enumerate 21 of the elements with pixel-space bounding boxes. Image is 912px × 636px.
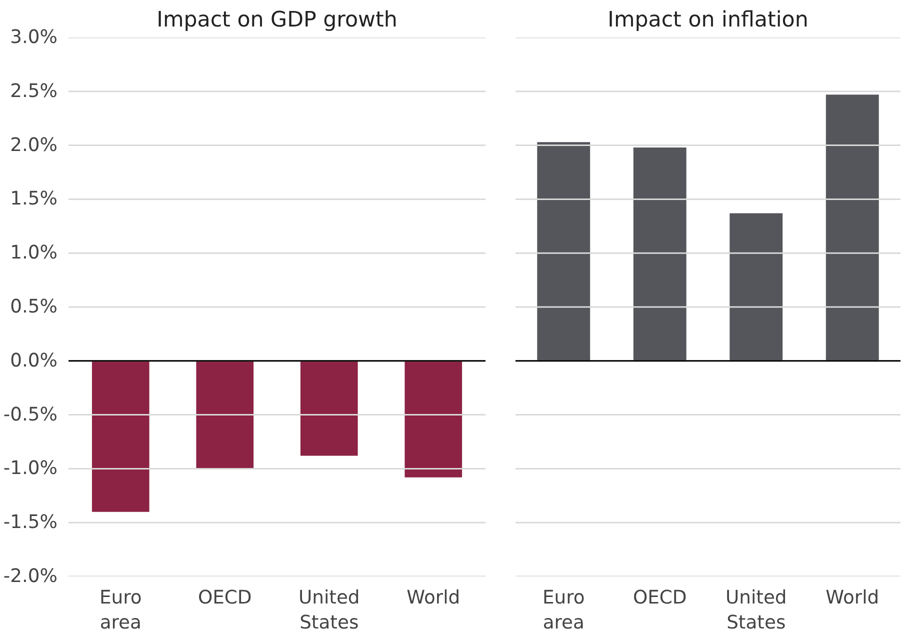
y-tick-label: 2.0% [10, 134, 58, 156]
x-tick-label: Euro area [542, 588, 585, 634]
y-tick-label: 0.0% [10, 350, 58, 372]
x-tick-label: World [826, 588, 880, 608]
x-tick-label: World [406, 588, 460, 608]
x-tick-label: OECD [632, 588, 687, 608]
y-tick-label: -1.0% [3, 458, 58, 480]
y-tick-label: 3.0% [10, 27, 58, 48]
x-tick-label: Euro area [99, 588, 142, 634]
x-tick-label: United States [725, 588, 787, 634]
y-tick-label: 2.5% [10, 80, 58, 102]
chart-title: Impact on inflation [608, 8, 808, 32]
y-tick-label: 1.5% [10, 188, 58, 210]
x-tick-label: United States [298, 588, 360, 634]
chart-title: Impact on GDP growth [156, 8, 398, 32]
y-tick-label: 1.0% [10, 242, 58, 264]
x-tick-label: OECD [198, 588, 252, 608]
y-tick-label: -0.5% [3, 404, 58, 426]
y-tick-label: -1.5% [3, 512, 58, 534]
y-tick-label: 0.5% [10, 296, 58, 318]
y-tick-label: -2.0% [3, 566, 58, 587]
